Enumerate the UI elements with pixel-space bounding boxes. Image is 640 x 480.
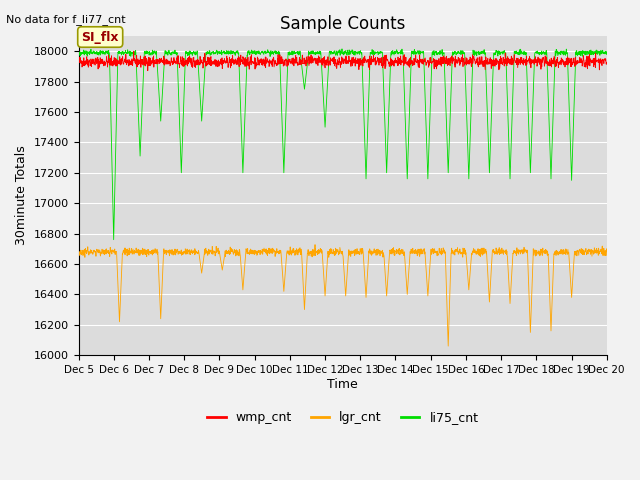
Text: SI_flx: SI_flx	[81, 31, 119, 44]
Y-axis label: 30minute Totals: 30minute Totals	[15, 146, 28, 245]
X-axis label: Time: Time	[327, 378, 358, 391]
Text: No data for f_li77_cnt: No data for f_li77_cnt	[6, 14, 126, 25]
Title: Sample Counts: Sample Counts	[280, 15, 405, 33]
Legend: wmp_cnt, lgr_cnt, li75_cnt: wmp_cnt, lgr_cnt, li75_cnt	[202, 406, 483, 429]
